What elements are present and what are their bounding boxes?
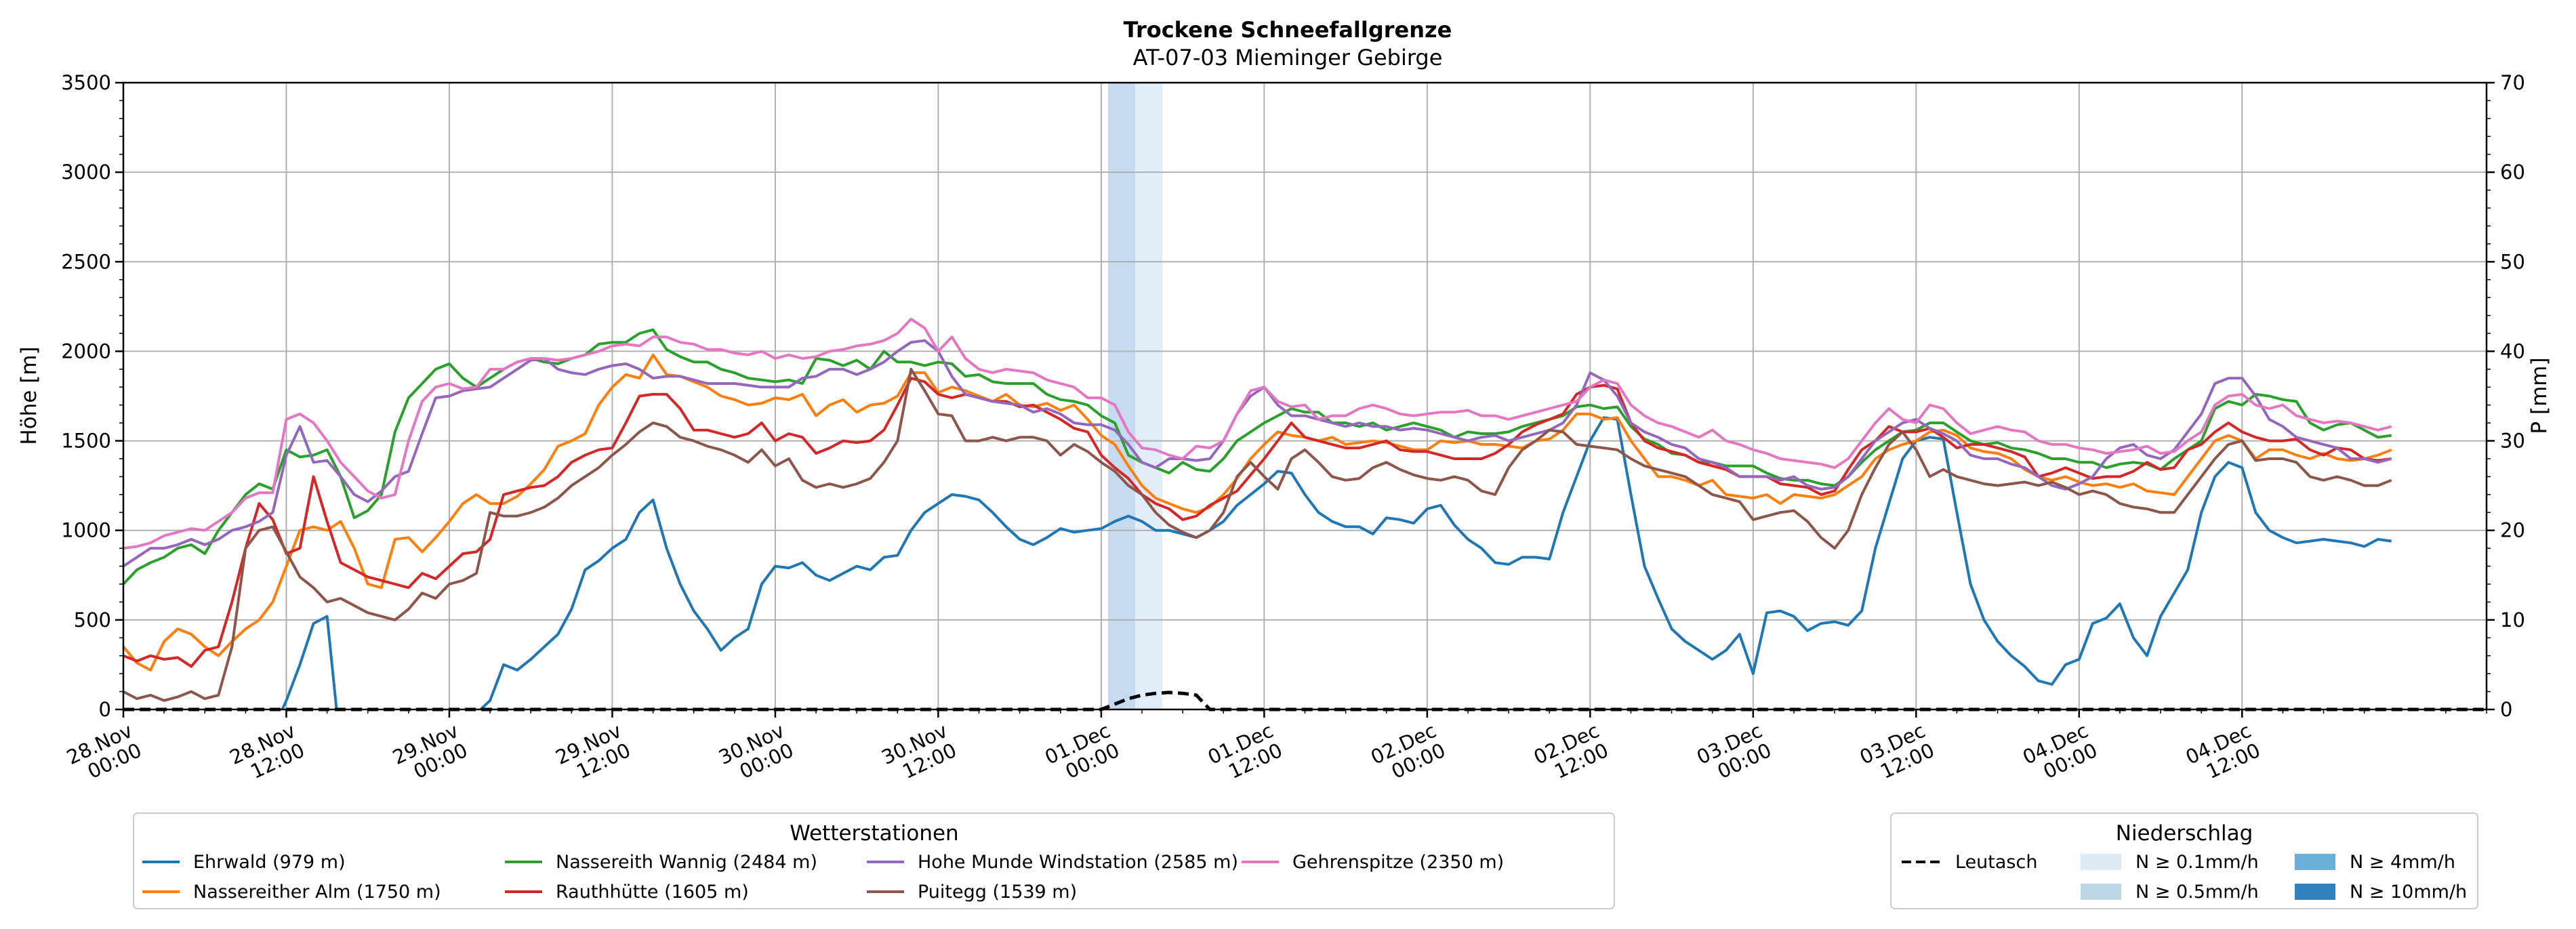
y-tick-label-2: 1000 [61,519,111,542]
precip-band-1 [1134,83,1163,709]
y-tick-label-5: 2500 [61,250,111,273]
precip-line-0 [123,690,2487,711]
legend-label-0: Ehrwald (979 m) [193,852,346,873]
precip-band-0 [1107,83,1135,709]
y2-tick-label-0: 0 [2500,698,2512,721]
precip-legend: Niederschlag Leutasch N ≥ 0.1mm/h N ≥ 0.5… [1890,812,2478,909]
legend-label-2: Nassereith Wannig (2484 m) [556,852,817,873]
y-axis-label: Höhe [m] [17,346,41,445]
precip-patch-label-2: N ≥ 4mm/h [2350,852,2455,873]
precip-legend-line-label: Leutasch [1955,852,2037,873]
precip-patch-label-3: N ≥ 10mm/h [2350,882,2467,903]
station-legend-title: Wetterstationen [790,821,958,846]
precipitation-bands [1107,83,1163,709]
precip-patch-label-1: N ≥ 0.5mm/h [2135,882,2259,903]
y-tick-label-0: 0 [99,698,111,721]
axis-ticks: 0 500 1000 1500 2000 2500 3000 3500 0 10 20 30 40 50 6… [61,71,2525,783]
y2-tick-label-4: 40 [2500,339,2525,363]
plot-frame [122,81,2488,711]
y2-tick-label-5: 50 [2500,250,2525,273]
precip-patch-label-0: N ≥ 0.1mm/h [2135,852,2259,873]
y2-tick-label-2: 20 [2500,519,2525,542]
precip-patch-2 [2295,854,2335,870]
series-line-5 [123,367,2392,702]
y2-tick-label-7: 70 [2500,71,2525,94]
legend-label-6: Gehrenspitze (2350 m) [1292,852,1504,873]
y-tick-label-7: 3500 [61,71,111,94]
legend-label-4: Hohe Munde Windstation (2585 m) [918,852,1238,873]
series-line-0 [281,416,2392,711]
series-line-2 [122,328,2392,585]
station-legend: Wetterstationen Ehrwald (979 m) Nassereit… [133,812,1615,909]
series-line-4 [122,339,2392,568]
y-tick-label-6: 3000 [61,161,111,184]
precip-patch-3 [2295,884,2335,900]
y2-tick-label-3: 30 [2500,430,2525,453]
precip-patch-1 [2081,884,2121,900]
y-tick-label-4: 2000 [61,339,111,363]
y2-tick-label-6: 60 [2500,161,2525,184]
station-series [122,317,2392,711]
legend-label-1: Nassereither Alm (1750 m) [193,882,441,903]
grid-lines [123,82,2487,710]
precip-legend-title: Niederschlag [2116,821,2253,846]
y2-tick-label-1: 10 [2500,608,2525,632]
series-line-6 [123,317,2392,550]
series-line-3 [123,377,2392,668]
y-tick-label-3: 1500 [61,430,111,453]
chart-subtitle: AT-07-03 Mieminger Gebirge [1133,45,1443,70]
y2-axis-label: P [mm] [2527,357,2552,434]
legend-label-3: Rauthhütte (1605 m) [556,882,749,903]
series-line-1 [122,353,2392,672]
precipitation-series [123,690,2487,711]
chart-title: Trockene Schneefallgrenze [1124,17,1452,43]
y-tick-label-1: 500 [74,608,111,632]
precip-patch-0 [2081,854,2121,870]
legend-label-5: Puitegg (1539 m) [918,882,1077,903]
